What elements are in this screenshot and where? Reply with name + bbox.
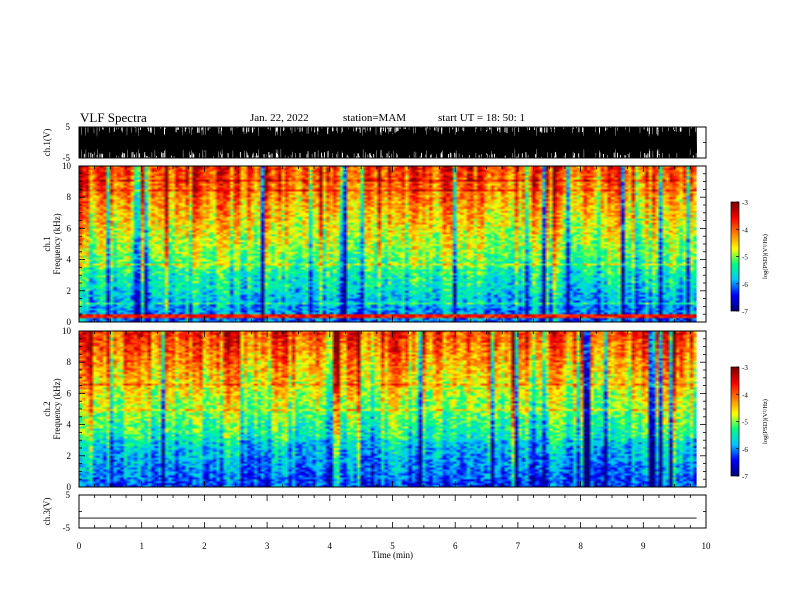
x-tick-label: 7 [516,541,521,551]
x-tick-label: 10 [702,541,712,551]
x-tick-label: 4 [328,541,333,551]
date-label: Jan. 22, 2022 [250,112,309,124]
colorbar-tick-label: -7 [742,473,748,481]
ch2-spectrogram-colorbar [731,367,739,476]
x-tick-label: 9 [641,541,646,551]
y-tick-label: 6 [67,223,72,233]
x-tick-label: 1 [139,541,144,551]
colorbar-tick-label: -6 [742,446,748,454]
y-tick-label: 5 [66,122,71,132]
x-tick-label: 2 [202,541,207,551]
ch3-ylabel: ch.3(V) [42,498,52,526]
x-tick-label: 3 [265,541,270,551]
y-tick-label: 0 [67,482,72,492]
colorbar-tick-label: -5 [742,254,748,262]
y-tick-label: 6 [67,388,72,398]
x-tick-label: 8 [578,541,583,551]
start-time-label: start UT = 18: 50: 1 [438,112,525,124]
ch2-spectrogram-heatmap [79,331,697,487]
colorbar-tick-label: -5 [742,419,748,427]
ch1-spectrogram-colorbar-label: log(PSD)(V²/Hz) [762,234,769,279]
ch1-ylabel: ch.1(V) [42,129,52,157]
y-tick-label: 2 [67,286,72,296]
station-label: station=MAM [343,112,407,124]
colorbar-tick-label: -3 [742,364,748,372]
y-tick-label: 8 [67,192,72,202]
y-tick-label: 0 [67,317,72,327]
y-tick-label: 8 [67,357,72,367]
y-tick-label: -5 [63,153,71,163]
ch1-spectrogram-heatmap [79,166,697,322]
frame-layer [78,126,740,529]
y-tick-label: 10 [62,326,72,336]
ch1-waveform-trace [78,126,698,159]
colorbar-tick-label: -3 [742,199,748,207]
colorbar-tick-label: -4 [742,391,748,399]
colorbar-tick-label: -6 [742,281,748,289]
x-tick-label: 0 [77,541,82,551]
figure-title: VLF Spectra [80,110,147,125]
x-tick-label: 6 [453,541,458,551]
ch1-spectrogram-colorbar [731,202,739,311]
x-tick-label: 5 [390,541,395,551]
y-tick-label: -5 [63,523,71,533]
ch1-spectrogram-ylabel: ch.1Frequency (kHz) [42,213,62,274]
image-layer [78,126,739,519]
x-axis-label: Time (min) [372,550,413,560]
y-tick-label: 5 [66,490,71,500]
colorbar-tick-label: -4 [742,226,748,234]
colorbar-tick-label: -7 [742,308,748,316]
y-tick-label: 10 [62,161,72,171]
y-tick-label: 2 [67,451,72,461]
y-tick-label: 4 [67,255,72,265]
ch2-spectrogram-colorbar-label: log(PSD)(V²/Hz) [762,399,769,444]
y-tick-label: 4 [67,420,72,430]
ch2-spectrogram-ylabel: ch.2Frequency (kHz) [42,378,62,439]
